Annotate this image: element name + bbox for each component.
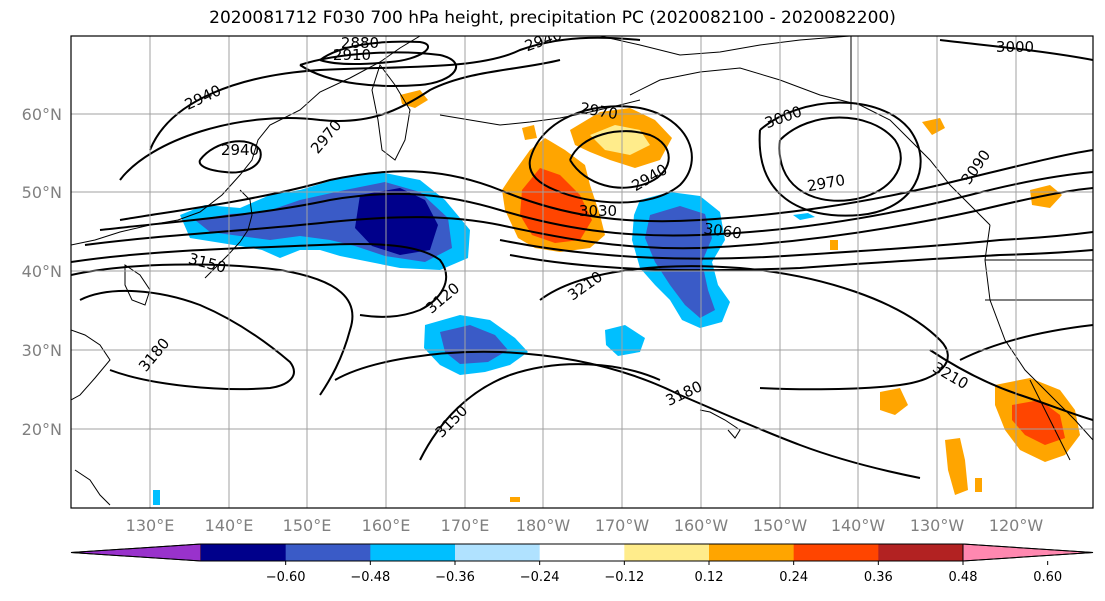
blue-region-east-mid: [645, 206, 715, 318]
colorbar-segment: [539, 544, 625, 561]
orange-small-8: [510, 497, 520, 502]
lon-label: 160°W: [674, 516, 729, 535]
colorbar-segment: [709, 544, 795, 561]
orange-small-7: [830, 240, 838, 250]
contour-label: 2880: [341, 34, 379, 52]
lon-label: 180°W: [516, 516, 571, 535]
map-frame: [70, 35, 1094, 509]
contour-2880: [319, 40, 429, 66]
contour-2970-east-low: [778, 116, 902, 202]
blue-dot-2: [153, 490, 160, 505]
colorbar-tick-label: 0.48: [949, 570, 978, 585]
lat-label: 30°N: [22, 341, 62, 360]
colorbar-segment: [285, 544, 371, 561]
contour-label: 2910: [333, 46, 371, 64]
contour-3090: [84, 187, 1093, 250]
contour-3000-ne: [939, 39, 1093, 61]
contour-3120-east: [499, 231, 1093, 260]
contour-label: 3000: [996, 38, 1034, 56]
contour-3000-east: [758, 101, 922, 217]
lon-label: 170°W: [595, 516, 650, 535]
contour-3180-south: [334, 350, 921, 479]
coast-korea: [124, 264, 151, 306]
lon-label: 140°W: [831, 516, 886, 535]
coast-china: [71, 329, 111, 401]
coast-na-west: [984, 224, 1093, 441]
colorbar-segment: [201, 544, 287, 561]
coast-philippines: [74, 469, 111, 506]
lon-label: 130°E: [126, 516, 175, 535]
blue-region-east-small: [605, 325, 645, 356]
lon-label: 150°E: [283, 516, 332, 535]
lon-label: 140°E: [205, 516, 254, 535]
lon-label: 160°E: [362, 516, 411, 535]
colorbar-tick-label: −0.12: [604, 570, 644, 585]
contour-2910: [299, 51, 457, 87]
blue-region-west-core: [355, 188, 438, 255]
map-title: 2020081712 F030 700 hPa height, precipit…: [209, 8, 896, 28]
colorbar-segment: [455, 544, 541, 561]
contour-north-low: [528, 105, 693, 204]
colorbar-tick-label: −0.48: [350, 570, 390, 585]
colorbar-tick-label: 0.12: [695, 570, 724, 585]
colorbar-outline: [70, 543, 1094, 562]
orange-region-ne-core: [1012, 400, 1065, 445]
orange-small-9: [975, 478, 982, 492]
coastlines: [71, 36, 1093, 506]
orange-small-5: [880, 388, 908, 415]
contour-2970-west: [119, 59, 561, 181]
colorbar-segment: [370, 544, 456, 561]
colorbar-tick-label: −0.60: [266, 570, 306, 585]
contour-3120: [71, 242, 447, 318]
contour-3210-east: [929, 349, 1093, 421]
colorbar-segment: [878, 544, 964, 561]
contour-3210: [539, 265, 949, 391]
orange-small-4: [1030, 185, 1062, 208]
colorbar-tick-label: −0.24: [520, 570, 560, 585]
lon-label: 130°W: [910, 516, 965, 535]
coast-hawaii: [699, 409, 741, 439]
colorbar-tick-label: 0.36: [864, 570, 893, 585]
colorbar-segment: [793, 544, 879, 561]
orange-small-3: [922, 118, 945, 135]
orange-small-2: [522, 125, 537, 140]
colorbar-tick-label: 0.24: [779, 570, 808, 585]
contour-label: 3060: [703, 219, 743, 242]
contour-labels: 2880 2910 2940 2940 3000 2940 2970 2970 …: [135, 34, 1034, 441]
latitude-labels: 60°N 50°N 40°N 30°N 20°N: [22, 105, 62, 439]
lon-label: 120°W: [989, 516, 1044, 535]
blue-dot: [793, 213, 815, 220]
colorbar-segment: [624, 544, 710, 561]
colorbar-extension-high: [962, 543, 1094, 562]
orange-region-center-core: [520, 168, 592, 243]
contour-label: 2940: [221, 141, 259, 159]
lat-label: 50°N: [22, 183, 62, 202]
colorbar-extension-low: [70, 543, 202, 562]
colorbar-tick-label: −0.36: [435, 570, 475, 585]
coast-kamchatka: [371, 63, 411, 161]
coast-baja: [1029, 379, 1071, 461]
graticule: [71, 36, 1093, 508]
colorbar-tick-label: 0.60: [1033, 570, 1062, 585]
lat-label: 20°N: [22, 420, 62, 439]
contour-3060: [99, 171, 1093, 237]
contour-label: 3030: [579, 202, 617, 220]
contour-3180-west: [79, 289, 295, 391]
lon-label: 150°W: [753, 516, 808, 535]
colorbar: −0.60 −0.48 −0.36 −0.24 −0.12 0.12 0.24 0.36 0.4…: [70, 543, 1094, 585]
lat-label: 60°N: [22, 105, 62, 124]
coast-asia: [71, 36, 421, 246]
lon-label: 170°E: [441, 516, 490, 535]
longitude-labels: 130°E 140°E 150°E 160°E 170°E 180°W 170°…: [126, 516, 1044, 535]
orange-small-6: [945, 438, 968, 495]
contour-2940-low: [569, 130, 670, 189]
contour-2940-west: [149, 36, 641, 151]
contour-3030: [119, 149, 1093, 223]
lat-label: 40°N: [22, 262, 62, 281]
contour-3150-south: [419, 363, 661, 461]
coast-arctic: [599, 36, 851, 56]
blue-region-south-core: [440, 325, 508, 364]
contour-3180-east: [959, 324, 1093, 361]
